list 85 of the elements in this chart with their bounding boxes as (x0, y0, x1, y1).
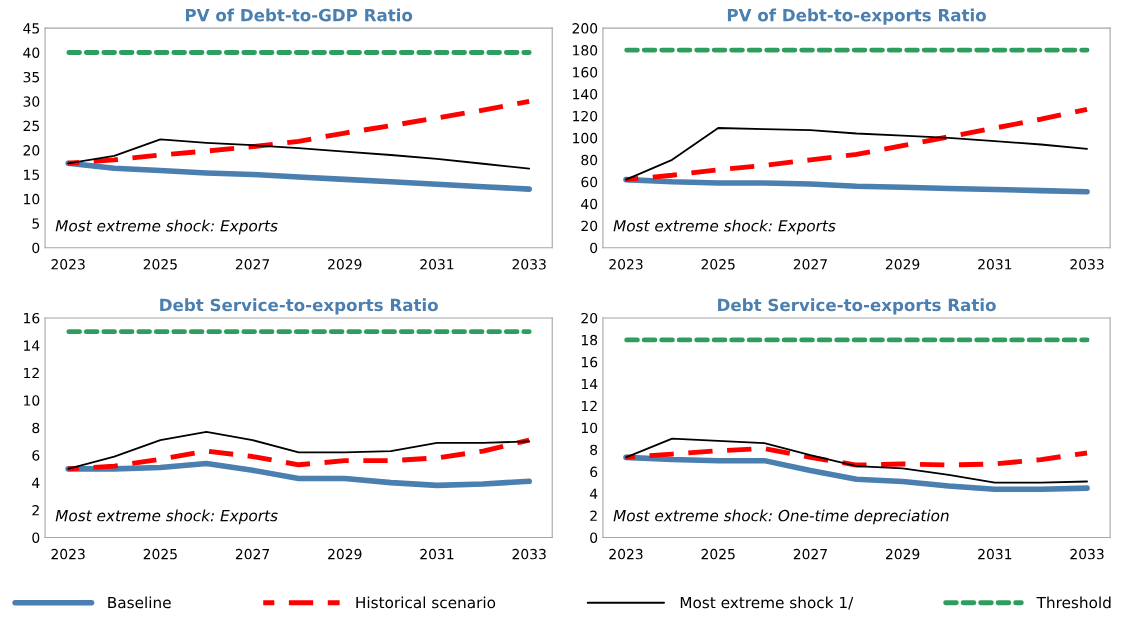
y-tick-label: 45 (23, 23, 40, 34)
y-tick-label: 2 (590, 510, 597, 521)
legend-label: Historical scenario (356, 596, 496, 609)
y-tick-label: 40 (23, 47, 40, 58)
y-tick-label: 140 (573, 88, 598, 100)
y-tick-label: 0 (590, 532, 598, 543)
line-series (67, 138, 531, 170)
y-tick-label: 40 (581, 198, 598, 210)
y-tick-label: 180 (573, 45, 598, 56)
y-tick-label: 12 (581, 400, 597, 412)
line-series (625, 127, 1088, 181)
y-tick-label: 18 (581, 334, 598, 346)
y-tick-label: 10 (24, 395, 40, 406)
y-tick-label: 16 (581, 356, 598, 368)
y-tick-label: 35 (23, 71, 40, 83)
x-tick-label: 2033 (512, 259, 546, 270)
x-tick-label: 2023 (609, 548, 643, 560)
x-tick-label: 2025 (701, 259, 735, 270)
x-tick-label: 2029 (328, 548, 362, 560)
x-tick-label: 2033 (1070, 259, 1104, 270)
x-tick-label: 2031 (420, 548, 454, 560)
y-tick-label: 10 (24, 193, 40, 205)
y-tick-label: 14 (581, 378, 598, 390)
y-tick-label: 20 (581, 220, 598, 232)
chart-title: Debt Service-to-exports Ratio (160, 298, 438, 315)
chart-title: Debt Service-to-exports Ratio (718, 298, 996, 315)
y-tick-label: 5 (32, 218, 40, 229)
legend-label: Most extreme shock 1/ (680, 596, 854, 610)
line-series (625, 437, 1088, 484)
x-tick-label: 2031 (420, 259, 454, 270)
y-tick-label: 0 (590, 242, 598, 254)
x-tick-label: 2033 (512, 548, 546, 560)
y-tick-label: 120 (573, 110, 598, 122)
annotation: Most extreme shock: Exports (55, 219, 278, 235)
x-tick-label: 2023 (51, 259, 85, 270)
y-tick-label: 8 (590, 444, 598, 456)
y-tick-label: 0 (32, 242, 40, 254)
x-tick-label: 2029 (885, 548, 920, 560)
annotation: Most extreme shock: One-time depreciation (613, 509, 949, 525)
annotation: Most extreme shock: Exports (613, 219, 836, 235)
annotation: Most extreme shock: Exports (55, 509, 278, 525)
x-tick-label: 2027 (793, 548, 827, 560)
y-tick-label: 15 (24, 169, 40, 180)
x-tick-label: 2025 (143, 548, 177, 560)
y-tick-label: 30 (23, 96, 40, 107)
y-tick-label: 12 (24, 367, 39, 379)
y-tick-label: 160 (573, 67, 598, 78)
y-tick-label: 20 (581, 312, 598, 324)
x-tick-label: 2027 (235, 259, 270, 270)
y-tick-label: 0 (32, 532, 40, 543)
y-tick-label: 6 (32, 450, 40, 461)
y-tick-label: 16 (24, 312, 40, 324)
chart-title: PV of Debt-to-GDP Ratio (185, 8, 413, 22)
legend-label: Baseline (108, 596, 171, 609)
line-series (623, 106, 1090, 183)
x-tick-label: 2025 (701, 548, 735, 560)
x-tick-label: 2029 (885, 259, 920, 270)
chart-title: PV of Debt-to-exports Ratio (727, 8, 986, 25)
x-tick-label: 2023 (51, 548, 85, 560)
y-tick-label: 100 (573, 132, 598, 144)
x-tick-label: 2033 (1070, 548, 1104, 560)
line-series (65, 98, 532, 166)
y-tick-label: 200 (572, 23, 598, 34)
y-tick-label: 6 (590, 466, 598, 478)
y-tick-label: 2 (32, 505, 39, 516)
line-series (623, 446, 1090, 468)
x-tick-label: 2023 (609, 259, 643, 270)
y-tick-label: 10 (581, 422, 598, 434)
x-tick-label: 2031 (978, 259, 1012, 270)
legend-label: Threshold (1036, 596, 1111, 609)
x-tick-label: 2027 (235, 548, 270, 560)
x-tick-label: 2029 (328, 259, 362, 270)
line-series (67, 430, 531, 470)
x-tick-label: 2031 (978, 548, 1012, 560)
x-tick-label: 2027 (793, 259, 827, 270)
y-tick-label: 4 (32, 477, 40, 488)
line-series (65, 437, 532, 472)
y-tick-label: 8 (32, 422, 40, 434)
x-tick-label: 2025 (143, 259, 177, 270)
y-tick-label: 80 (581, 154, 598, 166)
y-tick-label: 25 (23, 120, 40, 132)
y-tick-label: 14 (24, 340, 40, 351)
y-tick-label: 60 (581, 176, 598, 188)
y-tick-label: 20 (23, 145, 40, 156)
y-tick-label: 4 (589, 488, 598, 499)
